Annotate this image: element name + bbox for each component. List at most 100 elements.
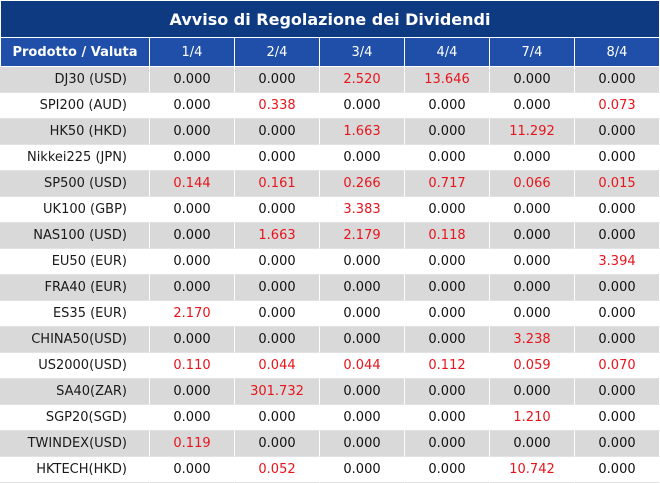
dividend-value-cell: 0.144 [150,171,235,197]
dividend-value-cell: 0.000 [150,93,235,119]
table-row: SP500 (USD) 0.144 0.161 0.266 0.717 0.066 0.01… [0,171,660,197]
dividend-value-cell: 0.000 [320,405,405,431]
dividend-value-cell: 0.059 [490,353,575,379]
dividend-value-cell: 0.266 [320,171,405,197]
product-name-cell: HKTECH(HKD) [0,457,150,483]
dividend-value-cell: 0.000 [490,249,575,275]
column-header-date: 1/4 [150,38,235,67]
dividend-value-cell: 0.000 [405,405,490,431]
table-row: HK50 (HKD) 0.000 0.000 1.663 0.000 11.292 0.00… [0,119,660,145]
dividend-value-cell: 0.000 [150,145,235,171]
dividend-value-cell: 0.000 [575,145,660,171]
dividend-value-cell: 0.073 [575,93,660,119]
dividend-value-cell: 0.000 [235,197,320,223]
dividend-value-cell: 0.044 [320,353,405,379]
product-name-cell: UK100 (GBP) [0,197,150,223]
dividend-value-cell: 0.070 [575,353,660,379]
dividend-value-cell: 0.112 [405,353,490,379]
dividend-value-cell: 0.000 [320,249,405,275]
product-name-cell: EU50 (EUR) [0,249,150,275]
page-title: Avviso di Regolazione dei Dividendi [0,0,660,38]
column-header-date: 8/4 [575,38,660,67]
dividend-value-cell: 0.000 [320,145,405,171]
table-row: EU50 (EUR) 0.000 0.000 0.000 0.000 0.000 3.394 [0,249,660,275]
product-name-cell: SGP20(SGD) [0,405,150,431]
product-name-cell: US2000(USD) [0,353,150,379]
dividend-value-cell: 0.000 [490,431,575,457]
table-row: UK100 (GBP) 0.000 0.000 3.383 0.000 0.000 0.00… [0,197,660,223]
dividend-value-cell: 1.663 [235,223,320,249]
dividend-value-cell: 0.000 [320,431,405,457]
table-row: ES35 (EUR) 2.170 0.000 0.000 0.000 0.000 0.000 [0,301,660,327]
table-body: DJ30 (USD) 0.000 0.000 2.520 13.646 0.000 0.00… [0,67,660,483]
table-row: US2000(USD) 0.110 0.044 0.044 0.112 0.059 0.07… [0,353,660,379]
dividend-value-cell: 0.000 [490,223,575,249]
dividend-value-cell: 0.000 [575,301,660,327]
dividend-value-cell: 2.520 [320,67,405,93]
dividend-value-cell: 0.000 [235,301,320,327]
dividend-value-cell: 0.000 [235,145,320,171]
dividend-value-cell: 0.015 [575,171,660,197]
dividend-value-cell: 0.000 [150,67,235,93]
dividend-value-cell: 0.066 [490,171,575,197]
dividend-value-cell: 0.000 [575,327,660,353]
dividend-value-cell: 0.000 [575,405,660,431]
dividend-table: Prodotto / Valuta 1/4 2/4 3/4 4/4 7/4 8/… [0,38,660,483]
dividend-value-cell: 0.000 [235,327,320,353]
column-header-date: 3/4 [320,38,405,67]
dividend-value-cell: 0.000 [405,379,490,405]
dividend-value-cell: 0.000 [575,275,660,301]
dividend-value-cell: 2.179 [320,223,405,249]
product-name-cell: CHINA50(USD) [0,327,150,353]
dividend-value-cell: 0.000 [320,93,405,119]
dividend-value-cell: 0.000 [490,93,575,119]
dividend-value-cell: 0.118 [405,223,490,249]
dividend-value-cell: 0.000 [405,457,490,483]
table-row: CHINA50(USD) 0.000 0.000 0.000 0.000 3.238 0.0… [0,327,660,353]
dividend-value-cell: 0.000 [575,197,660,223]
dividend-value-cell: 0.000 [405,327,490,353]
dividend-value-cell: 0.110 [150,353,235,379]
product-name-cell: HK50 (HKD) [0,119,150,145]
table-row: TWINDEX(USD) 0.119 0.000 0.000 0.000 0.000 0.0… [0,431,660,457]
dividend-value-cell: 0.000 [150,249,235,275]
dividend-value-cell: 0.000 [150,327,235,353]
dividend-value-cell: 0.000 [150,379,235,405]
dividend-value-cell: 0.000 [405,275,490,301]
dividend-value-cell: 0.000 [575,119,660,145]
column-header-product: Prodotto / Valuta [0,38,150,67]
dividend-value-cell: 0.000 [575,379,660,405]
dividend-value-cell: 0.000 [575,431,660,457]
column-header-date: 4/4 [405,38,490,67]
table-row: SPI200 (AUD) 0.000 0.338 0.000 0.000 0.000 0.0… [0,93,660,119]
table-row: FRA40 (EUR) 0.000 0.000 0.000 0.000 0.000 0.00… [0,275,660,301]
dividend-value-cell: 0.000 [150,223,235,249]
dividend-value-cell: 0.000 [490,67,575,93]
dividend-value-cell: 0.044 [235,353,320,379]
dividend-value-cell: 0.000 [490,197,575,223]
dividend-value-cell: 3.238 [490,327,575,353]
dividend-value-cell: 10.742 [490,457,575,483]
dividend-value-cell: 2.170 [150,301,235,327]
table-row: Nikkei225 (JPN) 0.000 0.000 0.000 0.000 0.000… [0,145,660,171]
dividend-value-cell: 0.000 [405,145,490,171]
dividend-value-cell: 0.000 [150,119,235,145]
dividend-value-cell: 0.000 [575,223,660,249]
dividend-value-cell: 0.000 [320,457,405,483]
dividend-value-cell: 0.000 [575,67,660,93]
product-name-cell: TWINDEX(USD) [0,431,150,457]
dividend-value-cell: 0.000 [405,249,490,275]
column-header-date: 2/4 [235,38,320,67]
dividend-value-cell: 0.000 [405,431,490,457]
dividend-value-cell: 0.000 [490,145,575,171]
product-name-cell: ES35 (EUR) [0,301,150,327]
dividend-value-cell: 0.000 [490,275,575,301]
dividend-value-cell: 0.000 [235,119,320,145]
table-header-row: Prodotto / Valuta 1/4 2/4 3/4 4/4 7/4 8/… [0,38,660,67]
product-name-cell: Nikkei225 (JPN) [0,145,150,171]
dividend-value-cell: 0.000 [490,301,575,327]
product-name-cell: SPI200 (AUD) [0,93,150,119]
product-name-cell: NAS100 (USD) [0,223,150,249]
dividend-value-cell: 0.000 [320,327,405,353]
